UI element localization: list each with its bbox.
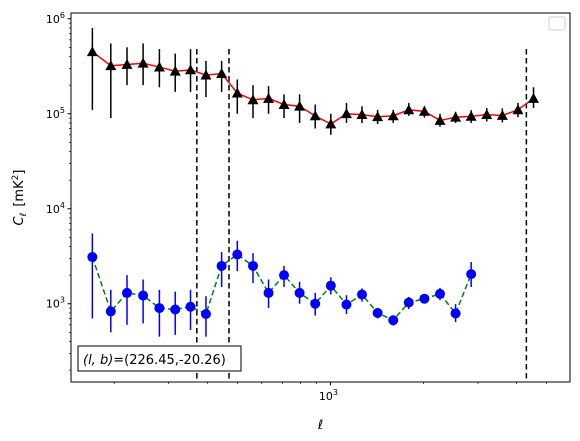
- series-0-point-0: [86, 46, 98, 57]
- annotation-frame: [77, 345, 242, 372]
- series-1-point-6: [185, 301, 196, 312]
- series-0-point-11: [263, 92, 275, 103]
- x-axis-label: ℓ: [317, 418, 323, 433]
- series-0-point-4: [153, 61, 165, 72]
- series-1-point-23: [450, 308, 461, 319]
- series-0-point-16: [340, 108, 352, 119]
- y-axis-label-unit: [mK: [12, 180, 27, 207]
- series-1-point-20: [403, 297, 414, 308]
- series-0-point-1: [105, 60, 117, 71]
- annotation-value: =(226.45,-20.26): [113, 353, 226, 368]
- y-tick-label-10000: 104: [46, 201, 65, 216]
- y-axis-label-unit-close: ]: [12, 170, 27, 175]
- coordinate-annotation: (l, b)=(226.45,-20.26): [77, 345, 242, 372]
- series-1-point-16: [341, 299, 352, 310]
- legend-frame: [548, 16, 566, 31]
- y-tick-label-exponent: 4: [60, 201, 65, 210]
- series-0-point-5: [169, 65, 181, 76]
- series-0-point-25: [481, 109, 493, 119]
- series-0-point-27: [512, 104, 524, 115]
- series-0-point-12: [278, 99, 290, 109]
- markers: [86, 46, 540, 326]
- series-1-point-0: [87, 252, 98, 263]
- series-1-point-18: [372, 307, 383, 318]
- series-0-point-7: [200, 69, 212, 80]
- y-tick-label-1000: 103: [46, 296, 65, 311]
- series-1-point-10: [248, 260, 258, 271]
- series-0-point-3: [137, 57, 149, 68]
- y-tick-label-base: 10: [46, 108, 60, 121]
- series-0-line: [91, 51, 534, 125]
- series-1-point-22: [435, 288, 446, 299]
- series-0-point-8: [216, 68, 228, 78]
- series-1-point-14: [310, 298, 321, 309]
- series-lines: [91, 51, 534, 322]
- plot-content: [86, 27, 540, 382]
- legend: [548, 16, 566, 31]
- y-axis-label-sub: ℓ: [19, 213, 29, 218]
- y-tick-label-1000000: 106: [46, 11, 65, 26]
- series-0-point-21: [418, 105, 430, 116]
- series-1-point-1: [105, 306, 116, 317]
- y-axis-label: Cℓ [mK2]: [11, 170, 29, 226]
- series-1-point-3: [138, 290, 149, 301]
- series-0-point-9: [231, 87, 243, 98]
- y-tick-label-exponent: 5: [60, 106, 65, 115]
- series-1-point-9: [232, 249, 243, 260]
- series-1-point-4: [154, 303, 165, 314]
- series-0-point-10: [247, 94, 259, 105]
- series-0-point-13: [294, 100, 306, 111]
- series-0-point-18: [372, 111, 384, 122]
- series-0-point-19: [387, 110, 399, 121]
- y-tick-label-base: 10: [46, 203, 60, 216]
- series-1-point-12: [279, 270, 290, 281]
- series-1-point-17: [357, 289, 367, 300]
- series-0-point-26: [496, 109, 508, 120]
- axis-ticks: [67, 18, 547, 386]
- series-0-point-28: [528, 92, 540, 103]
- series-1-point-7: [200, 308, 211, 319]
- series-1-line: [91, 253, 472, 322]
- y-tick-label-base: 10: [46, 298, 60, 311]
- series-0-point-20: [403, 104, 415, 115]
- series-1-point-21: [419, 293, 430, 304]
- series-1-point-11: [263, 287, 274, 298]
- series-0-point-6: [185, 64, 197, 75]
- series-0-point-23: [450, 111, 462, 122]
- y-tick-label-exponent: 6: [60, 11, 65, 20]
- series-0-point-2: [121, 59, 133, 69]
- series-1-point-19: [388, 315, 399, 326]
- series-1-point-5: [170, 304, 181, 315]
- series-0-point-17: [356, 109, 368, 119]
- error-bars: [91, 27, 535, 337]
- series-1-point-24: [466, 269, 477, 280]
- series-1-point-15: [325, 280, 336, 291]
- y-axis-label-main: C: [12, 215, 27, 225]
- annotation-prefix: (l, b): [83, 353, 113, 368]
- series-0-point-14: [309, 110, 321, 121]
- y-tick-label-100000: 105: [46, 106, 65, 121]
- x-tick-label-exponent: 3: [333, 388, 338, 397]
- series-0-point-22: [434, 114, 446, 125]
- series-1-point-13: [294, 287, 305, 298]
- series-1-point-2: [122, 287, 133, 298]
- x-tick-label-1000: 103: [319, 388, 338, 403]
- vertical-lines: [196, 49, 528, 382]
- y-tick-label-exponent: 3: [60, 296, 65, 305]
- axes-frame: [70, 12, 571, 383]
- series-0-point-15: [325, 118, 337, 129]
- y-axis-label-unit-sup: 2: [11, 175, 21, 181]
- x-tick-label-base: 10: [319, 390, 333, 403]
- series-0-point-24: [465, 110, 477, 121]
- annotation-text: (l, b)=(226.45,-20.26): [83, 353, 226, 368]
- series-1-point-8: [216, 260, 227, 271]
- y-tick-label-base: 10: [46, 13, 60, 26]
